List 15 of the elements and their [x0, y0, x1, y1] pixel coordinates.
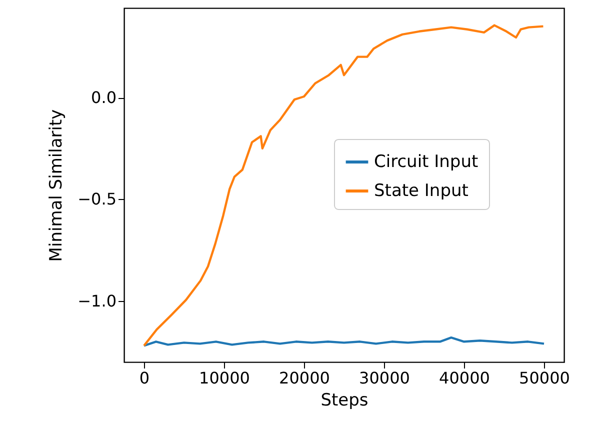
x-tick-label: 40000 — [439, 368, 490, 388]
x-tick-label: 50000 — [519, 368, 570, 388]
line-series — [142, 336, 546, 347]
x-tick-label: 20000 — [279, 368, 330, 388]
y-tick-label: 0.0 — [91, 88, 116, 108]
x-axis-title: Steps — [320, 390, 368, 410]
x-tick-label: 0 — [139, 368, 150, 388]
legend-label: State Input — [374, 180, 469, 201]
x-tick-label: 30000 — [359, 368, 410, 388]
line-series — [142, 24, 544, 347]
legend-label: Circuit Input — [374, 152, 478, 172]
y-axis-title: Minimal Similarity — [46, 109, 67, 262]
y-tick-label: −1.0 — [78, 291, 116, 310]
y-tick-label: −0.5 — [78, 190, 116, 209]
x-tick-label: 10000 — [199, 368, 250, 388]
